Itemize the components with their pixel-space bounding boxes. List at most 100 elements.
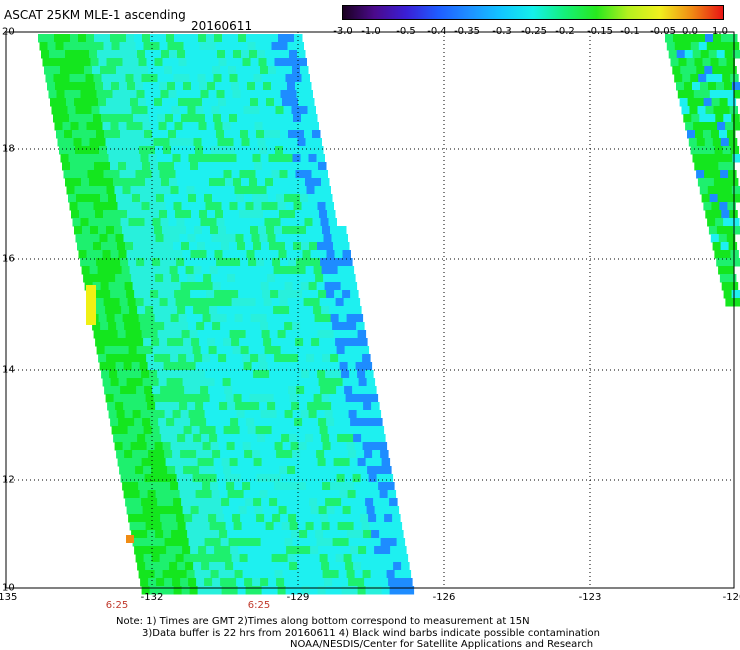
- swath-cell: [128, 514, 137, 523]
- swath-cell: [313, 138, 322, 147]
- swath-cell: [243, 106, 252, 115]
- swath-cell: [341, 242, 350, 251]
- swath-cell: [148, 578, 157, 587]
- swath-cell: [370, 442, 380, 451]
- swath-cell: [686, 58, 695, 67]
- swath-cell: [120, 130, 129, 139]
- swath-cell: [135, 466, 144, 475]
- swath-cell: [730, 42, 740, 51]
- swath-cell: [208, 386, 217, 395]
- swath-cell: [179, 106, 188, 115]
- swath-cell: [320, 218, 329, 227]
- swath-cell: [277, 74, 286, 83]
- swath-cell: [250, 58, 259, 67]
- swath-cell: [94, 34, 103, 43]
- swath-cell: [136, 90, 145, 99]
- swath-cell: [361, 434, 370, 443]
- swath-cell: [148, 322, 157, 331]
- swath-cell: [252, 538, 262, 547]
- swath-cell: [236, 450, 245, 459]
- swath-cell: [232, 258, 241, 267]
- swath-cell: [278, 418, 287, 427]
- swath-cell: [120, 386, 129, 395]
- swath-cell: [137, 434, 146, 443]
- swath-cell: [151, 426, 161, 435]
- swath-cell: [236, 322, 245, 331]
- swath-cell: [111, 426, 121, 435]
- swath-cell: [344, 386, 353, 395]
- swath-cell: [224, 258, 233, 267]
- swath-cell: [185, 138, 194, 147]
- swath-cell: [340, 282, 350, 291]
- swath-cell: [113, 434, 122, 443]
- swath-cell: [293, 242, 302, 251]
- swath-cell: [352, 514, 361, 523]
- swath-cell: [154, 186, 163, 195]
- swath-cell: [327, 298, 337, 307]
- swath-cell: [129, 306, 138, 315]
- swath-cell: [330, 314, 340, 323]
- swath-cell: [266, 482, 275, 491]
- swath-cell: [194, 98, 203, 107]
- swath-cell: [318, 290, 327, 299]
- swath-cell: [114, 314, 124, 323]
- swath-cell: [269, 242, 278, 251]
- swath-cell: [255, 82, 264, 91]
- swath-cell: [128, 90, 137, 99]
- swath-cell: [134, 250, 143, 259]
- swath-cell: [252, 322, 261, 331]
- swath-cell: [142, 546, 151, 555]
- swath-cell: [355, 362, 365, 371]
- swath-cell: [197, 202, 206, 211]
- swath-cell: [251, 402, 260, 411]
- swath-cell: [292, 322, 301, 331]
- swath-cell: [194, 58, 203, 67]
- swath-cell: [102, 162, 111, 171]
- swath-cell: [142, 250, 151, 259]
- swath-cell: [383, 466, 392, 475]
- swath-cell: [331, 362, 341, 371]
- swath-cell: [361, 562, 370, 571]
- map-frame: [5, 31, 735, 589]
- swath-cell: [95, 298, 105, 307]
- swath-cell: [364, 578, 373, 587]
- swath-cell: [282, 186, 291, 195]
- swath-cell: [258, 58, 267, 67]
- swath-cell: [268, 66, 277, 75]
- swath-cell: [123, 402, 132, 411]
- swath-cell: [301, 114, 310, 123]
- swath-cell: [249, 50, 258, 59]
- swath-cell: [248, 474, 258, 483]
- swath-cell: [133, 74, 142, 83]
- swath-cell: [240, 90, 249, 99]
- swath-cell: [147, 234, 156, 243]
- swath-cell: [730, 146, 740, 155]
- swath-cell: [207, 210, 216, 219]
- swath-cell: [308, 322, 317, 331]
- swath-cell: [255, 298, 265, 307]
- swath-cell: [315, 490, 325, 499]
- swath-cell: [123, 234, 132, 243]
- swath-cell: [306, 314, 316, 323]
- swath-cell: [348, 410, 358, 419]
- swath-cell: [171, 234, 180, 243]
- swath-cell: [694, 58, 703, 67]
- swath-cell: [162, 314, 172, 323]
- swath-cell: [300, 410, 310, 419]
- swath-cell: [232, 474, 242, 483]
- swath-cell: [314, 226, 323, 235]
- swath-cell: [214, 506, 224, 515]
- swath-cell: [262, 290, 271, 299]
- swath-cell: [244, 154, 253, 163]
- swath-cell: [302, 378, 312, 387]
- swath-cell: [341, 370, 350, 379]
- swath-cell: [80, 130, 89, 139]
- swath-cell: [72, 218, 81, 227]
- swath-cell: [705, 178, 715, 187]
- swath-cell: [208, 474, 218, 483]
- swath-cell: [85, 242, 94, 251]
- swath-cell: [144, 90, 153, 99]
- swath-cell: [259, 530, 268, 539]
- swath-cell: [127, 338, 136, 347]
- swath-cell: [97, 138, 106, 147]
